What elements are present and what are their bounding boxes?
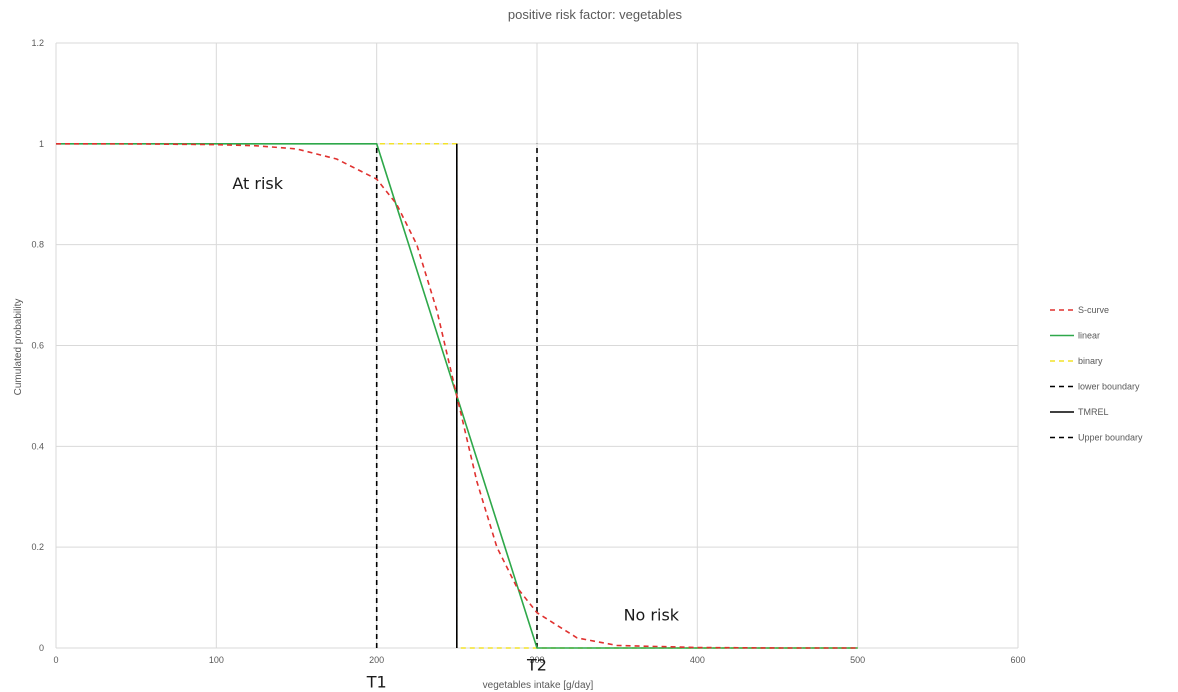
- legend-label: linear: [1078, 331, 1100, 341]
- legend: S-curve linear binary lower boundary TMREL Up…: [1050, 305, 1143, 443]
- x-tick-label: 300: [529, 655, 544, 665]
- legend-label: Upper boundary: [1078, 433, 1143, 443]
- y-tick-label: 1: [39, 139, 44, 149]
- annotation-no-risk: No risk: [624, 605, 680, 624]
- legend-label: TMREL: [1078, 407, 1109, 417]
- y-tick-label: 0.4: [31, 441, 44, 451]
- tick-labels: 0 0.2 0.4 0.6 0.8 1 1.2 0 100 200 300 400 500 600: [31, 38, 1025, 665]
- x-tick-label: 400: [690, 655, 705, 665]
- series-line-s-curve: [55, 143, 858, 649]
- y-tick-label: 1.2: [31, 38, 44, 48]
- annotation-at-risk: At risk: [232, 174, 283, 193]
- x-axis-title: vegetables intake [g/day]: [483, 680, 594, 691]
- x-tick-label: 600: [1010, 655, 1025, 665]
- y-tick-label: 0: [39, 643, 44, 653]
- annotation-t2: T2: [526, 656, 547, 675]
- chart-title: positive risk factor: vegetables: [508, 7, 683, 22]
- y-tick-label: 0.2: [31, 542, 44, 552]
- annotation-t1: T1: [366, 672, 387, 691]
- y-axis-title: Cumulated probability: [13, 299, 24, 396]
- y-tick-label: 0.8: [31, 240, 44, 250]
- series-lines: [55, 143, 858, 649]
- legend-label: S-curve: [1078, 305, 1109, 315]
- x-tick-label: 500: [850, 655, 865, 665]
- legend-label: binary: [1078, 356, 1103, 366]
- x-tick-label: 200: [369, 655, 384, 665]
- y-tick-label: 0.6: [31, 341, 44, 351]
- legend-label: lower boundary: [1078, 382, 1140, 392]
- annotations: At risk No risk T1 T2: [232, 174, 679, 691]
- x-tick-label: 0: [53, 655, 58, 665]
- x-tick-label: 100: [209, 655, 224, 665]
